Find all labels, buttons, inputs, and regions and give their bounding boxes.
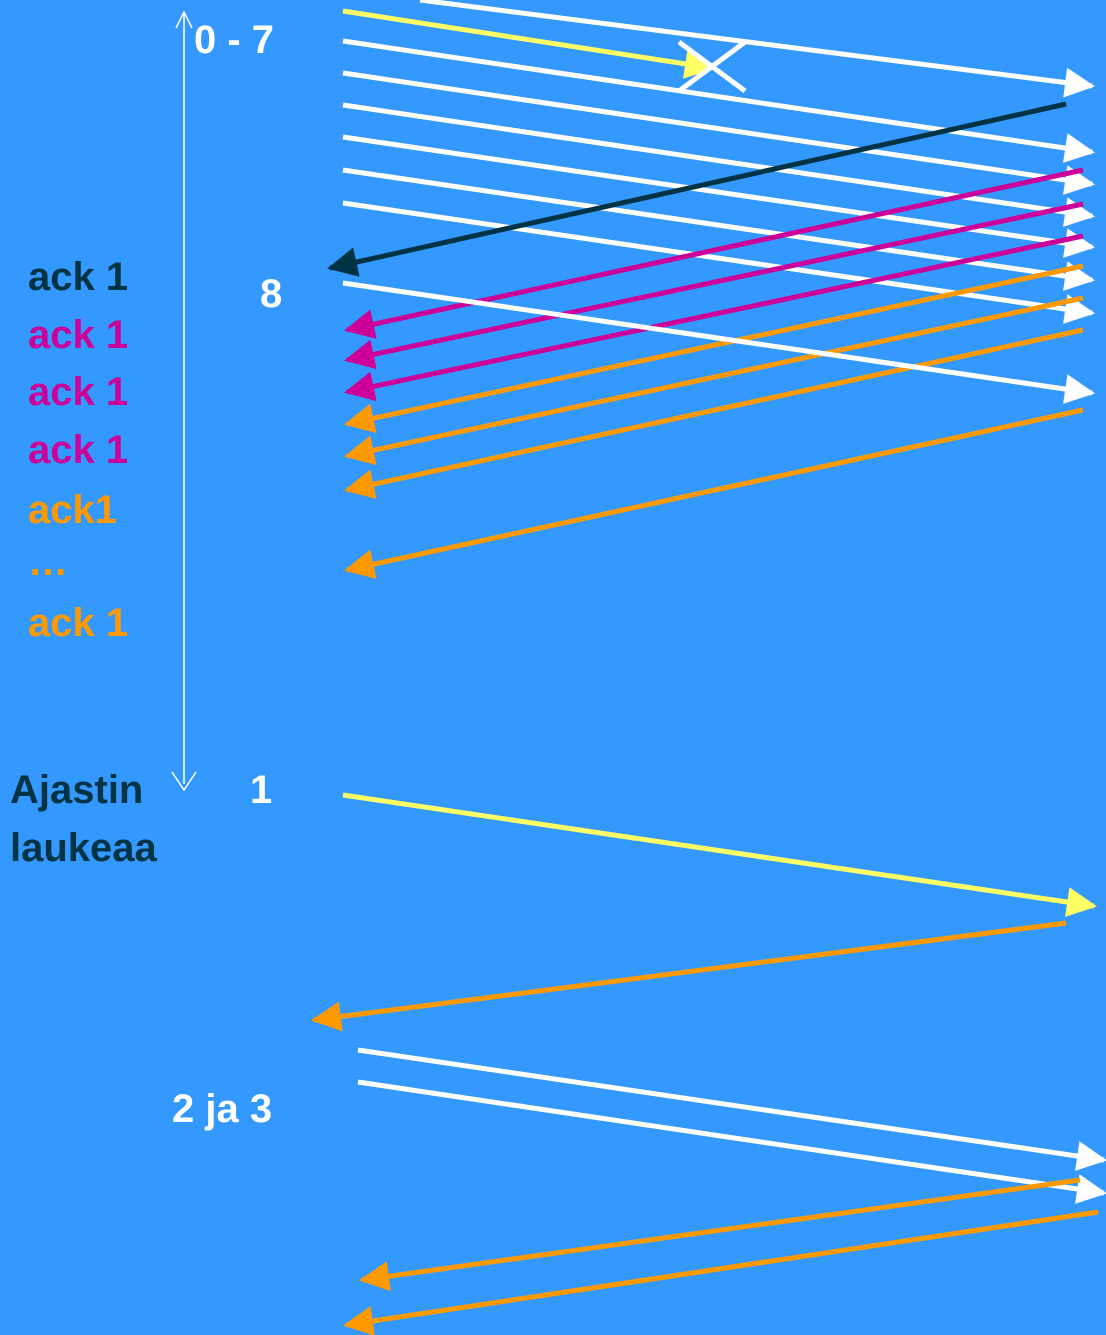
ack-label-later: ack1 [28, 488, 117, 532]
ack-arrow-later [359, 1177, 1081, 1292]
loss-x-icon [677, 39, 747, 94]
segment-arrow [357, 1079, 1106, 1204]
segment-arrow [419, 0, 1095, 98]
ack-arrow-later [344, 327, 1084, 499]
ack-label-later: ack 1 [28, 601, 129, 645]
ack-arrow-duplicate [344, 201, 1084, 370]
ack-label-duplicate: ack 1 [28, 428, 129, 472]
label-seq-8: 8 [260, 272, 283, 316]
ack-arrow-later [344, 263, 1084, 433]
timer-label-line1: Ajastin [10, 768, 144, 812]
ack-arrow-first [327, 101, 1067, 277]
ack-arrow-later [344, 295, 1084, 465]
timer-arrow-down-icon [171, 771, 197, 792]
label-seq-0-7: 0 - 7 [194, 18, 275, 62]
segment-arrow-8 [342, 280, 1095, 404]
segment-arrow [342, 70, 1095, 195]
segment-arrow-retransmit [342, 792, 1097, 917]
segment-arrow [357, 1047, 1106, 1171]
timer-arrow-up-icon [175, 10, 193, 29]
segment-arrow [342, 200, 1095, 324]
label-seq-1: 1 [250, 768, 273, 812]
segment-arrow-lost [342, 8, 715, 79]
ack-label-duplicate: ack 1 [28, 370, 129, 414]
ack-arrow-duplicate [344, 233, 1084, 402]
segment-arrow [342, 38, 1095, 163]
timer-label-line2: laukeaa [10, 826, 157, 870]
ack-label-ellipsis: … [28, 540, 68, 584]
label-seq-2-3: 2 ja 3 [172, 1087, 273, 1131]
ack-label-duplicate: ack 1 [28, 313, 129, 357]
ack-arrow-later [343, 1209, 1099, 1335]
ack-arrow-later [344, 407, 1084, 579]
ack-label-first: ack 1 [28, 255, 129, 299]
ack-arrow-later [311, 920, 1067, 1032]
